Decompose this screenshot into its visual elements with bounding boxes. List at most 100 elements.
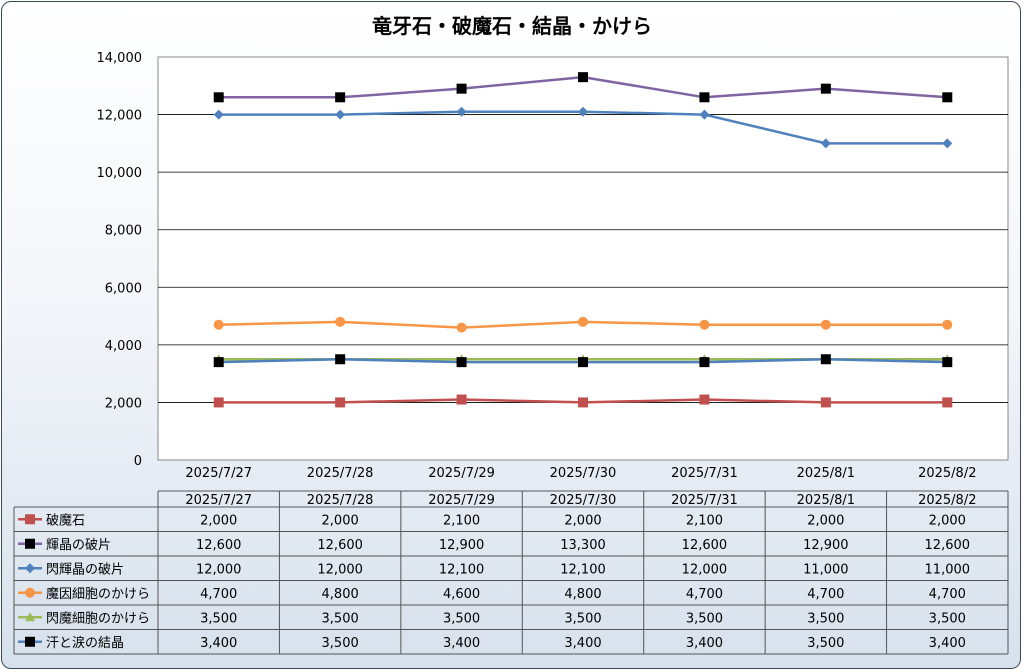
legend-label: 汗と涙の結晶: [46, 635, 124, 651]
data-point: [699, 394, 710, 405]
data-label: 12,600: [925, 538, 971, 553]
table-header-cell: 2025/7/29: [428, 493, 495, 508]
data-label: 2,000: [807, 513, 844, 528]
data-point: [578, 72, 588, 83]
series-5: [213, 354, 953, 368]
data-point: [578, 316, 588, 327]
data-label: 12,100: [560, 562, 606, 577]
data-label: 3,500: [807, 636, 844, 651]
data-label: 11,000: [803, 562, 849, 577]
data-point: [699, 357, 710, 368]
series-1: [213, 72, 953, 103]
data-point: [213, 357, 224, 368]
data-label: 3,500: [807, 611, 844, 626]
x-tick-label: 2025/7/27: [185, 466, 252, 481]
data-point: [25, 612, 35, 622]
data-point: [213, 92, 224, 103]
y-tick-label: 8,000: [105, 224, 142, 239]
data-label: 4,700: [807, 587, 844, 602]
data-label: 3,400: [564, 636, 601, 651]
x-tick-label: 2025/7/29: [428, 466, 495, 481]
data-label: 3,400: [443, 636, 480, 651]
data-point: [456, 322, 467, 333]
y-tick-label: 0: [134, 454, 142, 469]
data-label: 12,900: [439, 538, 485, 553]
data-label: 13,300: [560, 538, 606, 553]
table-header-cell: 2025/7/30: [550, 493, 617, 508]
data-point: [335, 92, 346, 103]
data-point: [578, 357, 588, 368]
data-point: [25, 538, 35, 549]
data-point: [335, 109, 346, 120]
y-tick-label: 6,000: [105, 281, 142, 296]
data-point: [25, 636, 35, 647]
data-label: 4,800: [322, 587, 359, 602]
x-tick-label: 2025/8/2: [918, 466, 976, 481]
data-point: [25, 514, 35, 525]
data-point: [820, 138, 831, 149]
x-tick-label: 2025/7/28: [307, 466, 374, 481]
data-label: 12,000: [317, 562, 363, 577]
data-label: 12,100: [439, 562, 485, 577]
legend-label: 閃輝晶の破片: [46, 562, 124, 577]
legend-label: 魔因細胞のかけら: [46, 587, 150, 602]
data-label: 11,000: [925, 562, 971, 577]
data-label: 12,900: [803, 538, 849, 553]
data-label: 2,000: [322, 513, 359, 528]
data-point: [456, 357, 467, 368]
data-point: [335, 316, 346, 327]
x-axis: 2025/7/27 2025/7/28 2025/7/29 2025/7/30 2025…: [185, 466, 976, 481]
data-label: 2,100: [443, 513, 480, 528]
data-point: [942, 92, 953, 103]
series-3: [213, 316, 953, 333]
data-point: [25, 563, 35, 574]
data-label: 4,600: [443, 587, 480, 602]
y-tick-label: 2,000: [105, 396, 142, 411]
data-point: [942, 357, 953, 368]
y-tick-label: 12,000: [97, 109, 143, 124]
data-point: [578, 106, 588, 117]
data-point: [213, 397, 224, 408]
data-label: 12,000: [196, 562, 242, 577]
data-point: [335, 397, 346, 408]
series-2: [213, 106, 953, 149]
data-point: [335, 354, 346, 365]
data-label: 2,000: [929, 513, 966, 528]
data-label: 3,500: [200, 611, 237, 626]
data-point: [456, 394, 467, 405]
data-point: [699, 109, 710, 120]
data-label: 4,700: [929, 587, 966, 602]
data-label: 4,800: [564, 587, 601, 602]
data-label: 3,500: [443, 611, 480, 626]
data-table: 2025/7/27 2025/7/28 2025/7/29 2025/7/30 2025…: [13, 490, 1009, 655]
table-header-cell: 2025/7/31: [671, 493, 738, 508]
table-header-cell: 2025/7/28: [307, 493, 374, 508]
data-label: 3,500: [929, 611, 966, 626]
y-tick-label: 14,000: [97, 51, 143, 66]
x-tick-label: 2025/7/30: [550, 466, 617, 481]
series-0: [213, 394, 953, 408]
table-header-cell: 2025/8/1: [797, 493, 855, 508]
legend-label: 閃魔細胞のかけら: [46, 611, 150, 626]
data-point: [820, 354, 831, 365]
chart-title: 竜牙石・破魔石・結晶・かけら: [372, 14, 652, 38]
legend-label: 破魔石: [46, 513, 85, 528]
data-point: [820, 319, 831, 330]
data-label: 2,000: [564, 513, 601, 528]
data-label: 3,400: [686, 636, 723, 651]
data-point: [213, 319, 224, 330]
data-label: 2,000: [200, 513, 237, 528]
data-point: [699, 92, 710, 103]
data-label: 3,400: [200, 636, 237, 651]
data-label: 12,600: [317, 538, 363, 553]
data-point: [456, 106, 467, 117]
data-label: 3,400: [929, 636, 966, 651]
data-label: 3,500: [322, 636, 359, 651]
data-label: 12,000: [682, 562, 728, 577]
data-label: 12,600: [682, 538, 728, 553]
table-header-cell: 2025/8/2: [918, 493, 976, 508]
data-label: 2,100: [686, 513, 723, 528]
data-point: [213, 109, 224, 120]
data-label: 3,500: [322, 611, 359, 626]
